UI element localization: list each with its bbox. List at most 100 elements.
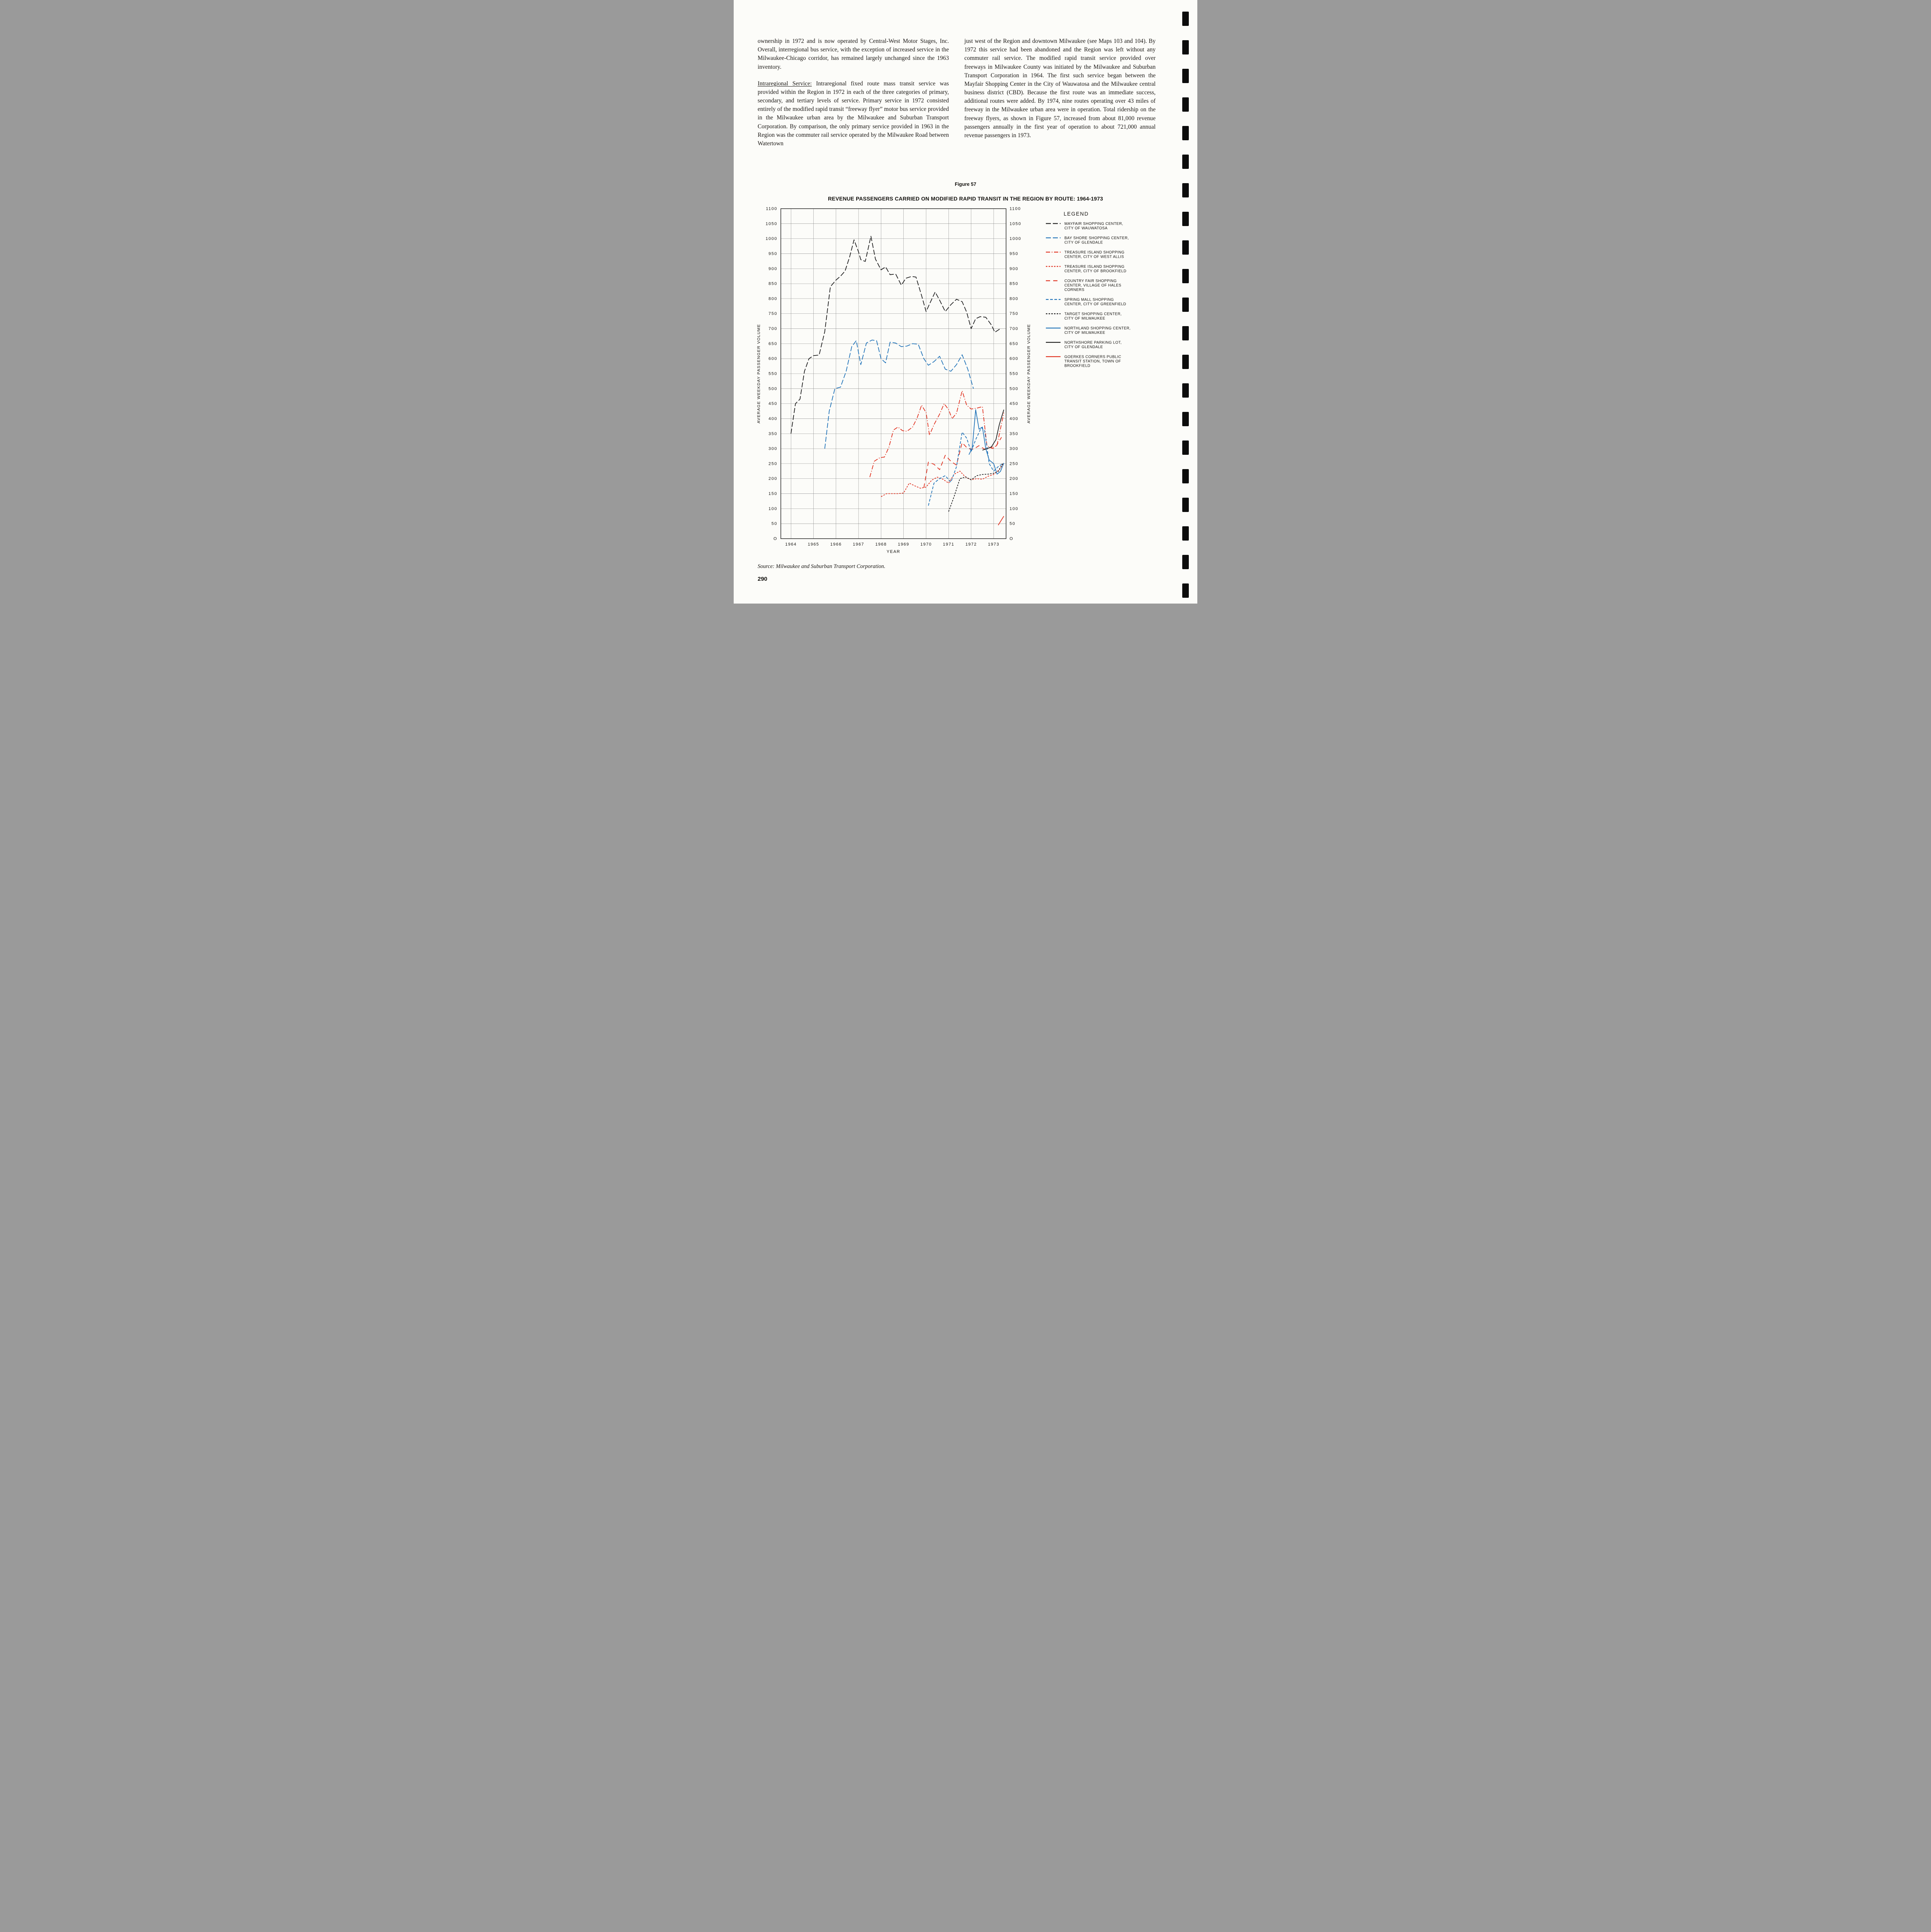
binding-mark — [1182, 155, 1189, 169]
y-tick-label-right: 700 — [1010, 327, 1018, 331]
legend-label-treasure-island-shopping-center-city-of-brookfield: TREASURE ISLAND SHOPPING — [1064, 265, 1125, 269]
legend-label-northland-shopping-center-city-of-milwaukee: NORTHLAND SHOPPING CENTER, — [1064, 327, 1130, 331]
binding-mark — [1182, 412, 1189, 426]
legend-label-bay-shore-shopping-center-city-of-glendale: CITY OF GLENDALE — [1064, 241, 1103, 245]
y-tick-label-right: 350 — [1010, 432, 1018, 436]
series-line-treasure-island-shopping-center-city-of-west-allis — [869, 390, 1005, 478]
y-tick-label-left: 700 — [768, 327, 777, 331]
y-tick-label-right: 1000 — [1010, 236, 1021, 241]
legend-label-target-shopping-center-city-of-milwaukee: CITY OF MILWAUKEE — [1064, 316, 1105, 321]
binding-mark — [1182, 526, 1189, 541]
left-column: ownership in 1972 and is now operated by… — [758, 37, 949, 148]
legend-label-goerkes-corners-public-transit-station-town-of-brookfield: TRANSIT STATION, TOWN OF — [1064, 359, 1121, 364]
figure-label: Figure 57 — [955, 182, 976, 187]
series-line-mayfair-shopping-center-city-of-wauwatosa — [790, 236, 1001, 434]
section-heading: Intraregional Service: — [758, 80, 812, 87]
x-tick-label: 1971 — [943, 542, 955, 547]
legend-label-northland-shopping-center-city-of-milwaukee: CITY OF MILWAUKEE — [1064, 331, 1105, 335]
y-tick-label-right: 450 — [1010, 401, 1018, 406]
x-tick-label: 1970 — [920, 542, 932, 547]
y-tick-label-left: 650 — [768, 342, 777, 346]
binding-mark — [1182, 69, 1189, 83]
legend-label-country-fair-shopping-center-village-of-hales-corners: COUNTRY FAIR SHOPPING — [1064, 279, 1117, 283]
y-tick-label-left: 750 — [768, 311, 777, 316]
series-line-goerkes-corners-public-transit-station-town-of-brookfield — [998, 516, 1004, 526]
y-tick-label-left: 450 — [768, 401, 777, 406]
y-tick-label-left: 900 — [768, 267, 777, 271]
y-tick-label-left: 850 — [768, 282, 777, 286]
binding-mark — [1182, 355, 1189, 369]
y-tick-label-right: 800 — [1010, 296, 1018, 301]
y-tick-label-left: 50 — [772, 522, 777, 526]
x-tick-label: 1967 — [853, 542, 864, 547]
body-text: ownership in 1972 and is now operated by… — [758, 37, 1156, 148]
x-tick-label: 1968 — [875, 542, 887, 547]
y-tick-label-left: 800 — [768, 296, 777, 301]
y-tick-label-left: 1000 — [766, 236, 777, 241]
paragraph-text: ownership in 1972 and is now operated by… — [758, 38, 949, 70]
series-line-treasure-island-shopping-center-city-of-brookfield — [881, 463, 1004, 497]
series-line-target-shopping-center-city-of-milwaukee — [948, 463, 1003, 512]
binding-mark — [1182, 440, 1189, 455]
x-tick-label: 1964 — [785, 542, 797, 547]
paragraph: Intraregional Service: Intraregional fix… — [758, 80, 949, 148]
binding-mark — [1182, 326, 1189, 340]
y-tick-label-right: 1100 — [1010, 207, 1021, 211]
binding-mark — [1182, 469, 1189, 483]
y-axis-title-right: AVERAGE WEEKDAY PASSENGER VOLUME — [1027, 324, 1031, 423]
y-tick-label-left: 350 — [768, 432, 777, 436]
series-line-spring-mall-shopping-center-city-of-greenfield — [928, 427, 1003, 506]
plot-border — [780, 208, 1006, 539]
chart-title: REVENUE PASSENGERS CARRIED ON MODIFIED R… — [828, 196, 1103, 202]
revenue-passengers-chart: O O 50 50 100 100 150 150 200 200 250 250 300 300 350 3… — [756, 207, 1130, 554]
series-line-northland-shopping-center-city-of-milwaukee — [968, 409, 1005, 474]
y-tick-label-right: 1050 — [1010, 221, 1021, 226]
legend-label-northshore-parking-lot-city-of-glendale: CITY OF GLENDALE — [1064, 345, 1103, 349]
binding-mark — [1182, 269, 1189, 283]
x-axis-title: YEAR — [887, 549, 901, 554]
y-tick-label-left: 1050 — [766, 221, 777, 226]
legend-label-bay-shore-shopping-center-city-of-glendale: BAY SHORE SHOPPING CENTER, — [1064, 236, 1129, 240]
y-tick-label-right: O — [1010, 537, 1013, 541]
series-line-country-fair-shopping-center-village-of-hales-corners — [923, 437, 1002, 488]
series-line-bay-shore-shopping-center-city-of-glendale — [824, 340, 974, 449]
legend-label-treasure-island-shopping-center-city-of-brookfield: CENTER, CITY OF BROOKFIELD — [1064, 269, 1126, 274]
paragraph-text: just west of the Region and downtown Mil… — [964, 38, 1156, 139]
y-tick-label-right: 250 — [1010, 461, 1018, 466]
paragraph-text: Intraregional fixed route mass transit s… — [758, 80, 949, 147]
x-tick-label: 1972 — [966, 542, 977, 547]
legend-label-spring-mall-shopping-center-city-of-greenfield: SPRING MALL SHOPPING — [1064, 298, 1114, 302]
document-page: ownership in 1972 and is now operated by… — [734, 0, 1197, 604]
y-tick-label-left: 150 — [768, 492, 777, 496]
legend-label-treasure-island-shopping-center-city-of-west-allis: CENTER, CITY OF WEST ALLIS — [1064, 255, 1124, 259]
y-tick-label-right: 100 — [1010, 507, 1018, 511]
binding-mark — [1182, 40, 1189, 54]
y-tick-label-left: 950 — [768, 252, 777, 256]
legend-label-treasure-island-shopping-center-city-of-west-allis: TREASURE ISLAND SHOPPING — [1064, 250, 1125, 255]
y-tick-label-left: 100 — [768, 507, 777, 511]
x-tick-label: 1966 — [830, 542, 842, 547]
y-tick-label-right: 550 — [1010, 372, 1018, 376]
y-tick-label-right: 650 — [1010, 342, 1018, 346]
y-tick-label-right: 400 — [1010, 417, 1018, 421]
legend-label-target-shopping-center-city-of-milwaukee: TARGET SHOPPING CENTER, — [1064, 312, 1122, 316]
legend-label-mayfair-shopping-center-city-of-wauwatosa: MAYFAIR SHOPPING CENTER, — [1064, 222, 1123, 226]
legend-label-country-fair-shopping-center-village-of-hales-corners: CORNERS — [1064, 288, 1084, 292]
binding-mark — [1182, 97, 1189, 112]
binding-mark — [1182, 555, 1189, 569]
x-tick-label: 1969 — [898, 542, 909, 547]
x-tick-label: 1973 — [988, 542, 999, 547]
legend-label-country-fair-shopping-center-village-of-hales-corners: CENTER, VILLAGE OF HALES — [1064, 284, 1121, 288]
y-tick-label-right: 300 — [1010, 447, 1018, 451]
binding-mark — [1182, 583, 1189, 598]
y-tick-label-right: 900 — [1010, 267, 1018, 271]
y-tick-label-left: 600 — [768, 357, 777, 361]
legend-label-goerkes-corners-public-transit-station-town-of-brookfield: GOERKES CORNERS PUBLIC — [1064, 355, 1121, 359]
binding-mark — [1182, 212, 1189, 226]
y-tick-label-left: 300 — [768, 447, 777, 451]
y-axis-title-left: AVERAGE WEEKDAY PASSENGER VOLUME — [756, 324, 761, 423]
y-tick-label-left: 250 — [768, 461, 777, 466]
y-tick-label-right: 500 — [1010, 386, 1018, 391]
series-line-northshore-parking-lot-city-of-glendale — [982, 409, 1005, 451]
binding-mark — [1182, 126, 1189, 140]
